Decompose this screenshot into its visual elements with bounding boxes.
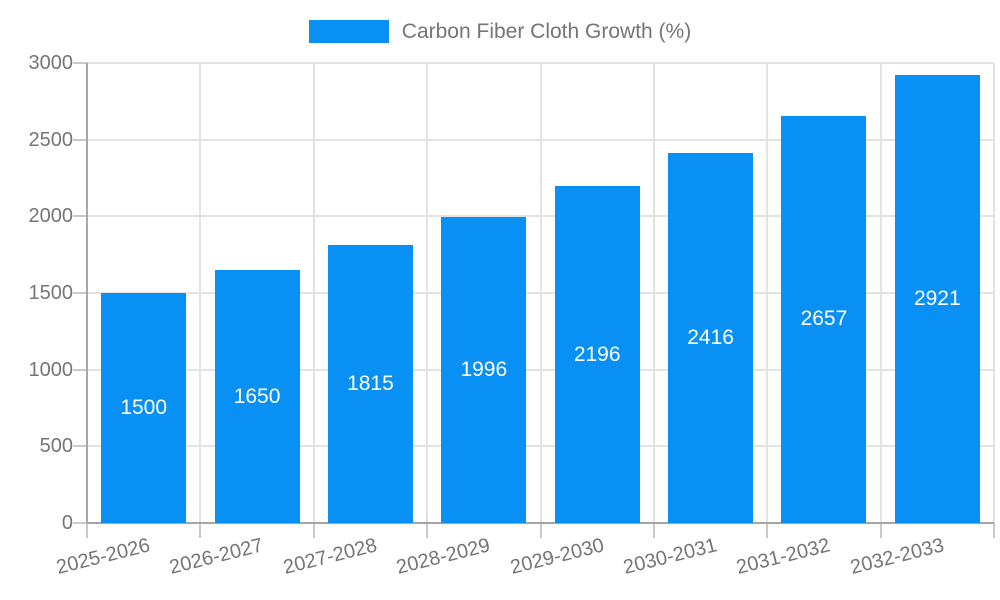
legend: Carbon Fiber Cloth Growth (%) xyxy=(0,20,1000,43)
bar[interactable]: 2196 xyxy=(554,186,640,523)
bar-value-label: 2196 xyxy=(573,342,621,366)
bar-value-label: 1996 xyxy=(460,357,508,381)
bar-value-label: 2416 xyxy=(687,325,734,349)
y-tick xyxy=(73,215,87,218)
y-tick xyxy=(73,368,87,371)
legend-label: Carbon Fiber Cloth Growth (%) xyxy=(401,20,692,43)
x-axis-category-label: 2031-2032 xyxy=(734,534,833,579)
y-tick xyxy=(73,522,87,524)
x-axis-category-label: 2032-2033 xyxy=(847,534,946,579)
bar-value-label: 1650 xyxy=(233,384,281,408)
bar[interactable]: 1815 xyxy=(327,244,413,523)
x-tick xyxy=(312,523,315,538)
y-axis-tick-label: 1500 xyxy=(28,282,74,304)
bar[interactable]: 2416 xyxy=(668,152,754,523)
v-gridline xyxy=(539,63,542,523)
y-axis-line xyxy=(86,63,88,523)
bar-value-label: 1500 xyxy=(120,396,168,419)
y-tick xyxy=(73,292,87,294)
y-axis-tick-label: 500 xyxy=(39,435,73,458)
v-gridline xyxy=(199,63,202,523)
x-axis-category-label: 2027-2028 xyxy=(280,534,380,579)
x-axis-line xyxy=(87,522,994,524)
y-axis-tick-label: 2000 xyxy=(28,205,74,228)
y-axis-tick-label: 0 xyxy=(61,512,73,534)
x-tick xyxy=(766,523,769,538)
x-tick xyxy=(652,523,655,538)
x-axis-category-label: 2029-2030 xyxy=(507,534,606,579)
x-tick xyxy=(199,523,202,538)
y-axis-tick-label: 3000 xyxy=(28,52,74,74)
y-tick xyxy=(73,445,87,448)
bar[interactable]: 1650 xyxy=(214,270,300,523)
y-tick xyxy=(73,138,87,141)
y-axis-tick-label: 2500 xyxy=(28,128,74,151)
v-gridline xyxy=(879,63,882,523)
x-tick xyxy=(993,523,995,538)
bar-value-label: 1815 xyxy=(347,371,394,395)
x-tick xyxy=(86,523,88,538)
v-gridline xyxy=(993,63,995,523)
x-tick xyxy=(879,523,882,538)
x-axis-category-label: 2025-2026 xyxy=(54,534,153,579)
x-tick xyxy=(539,523,542,538)
bar-value-label: 2657 xyxy=(800,307,848,331)
x-axis-category-label: 2030-2031 xyxy=(621,534,720,579)
bar[interactable]: 1996 xyxy=(441,216,527,523)
bar-value-label: 2921 xyxy=(913,287,961,311)
bar[interactable]: 2921 xyxy=(894,75,980,523)
x-axis-category-label: 2028-2029 xyxy=(394,534,493,579)
legend-swatch xyxy=(308,20,389,43)
y-tick xyxy=(73,62,87,64)
v-gridline xyxy=(426,63,429,523)
v-gridline xyxy=(766,63,769,523)
x-tick xyxy=(426,523,429,538)
y-axis-tick-label: 1000 xyxy=(28,358,74,381)
bar[interactable]: 2657 xyxy=(781,115,867,523)
x-axis-category-label: 2026-2027 xyxy=(167,534,266,579)
v-gridline xyxy=(312,63,315,523)
v-gridline xyxy=(652,63,655,523)
bar[interactable]: 1500 xyxy=(101,293,187,523)
